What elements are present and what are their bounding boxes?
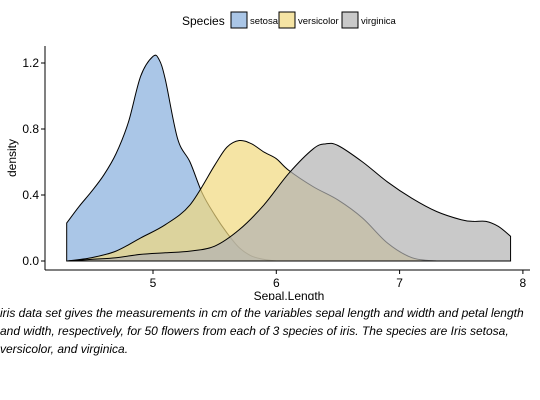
density-area-virginica	[66, 142, 512, 262]
x-tick-label: 8	[520, 276, 527, 290]
y-tick-label: 0.4	[22, 188, 39, 202]
y-axis-label: density	[5, 139, 19, 177]
legend-key-virginica	[341, 11, 359, 29]
legend-key-versicolor	[278, 11, 296, 29]
y-axis-ticks: 0.0 0.4 0.8 1.2	[22, 56, 45, 268]
caption-line: versicolor, and virginica.	[0, 342, 129, 356]
x-tick-label: 7	[396, 276, 403, 290]
x-tick-label: 5	[150, 276, 157, 290]
y-tick-label: 1.2	[22, 56, 39, 70]
legend-key-setosa	[230, 11, 248, 29]
caption-line: and width, respectively, for 50 flowers …	[0, 324, 509, 338]
x-tick-label: 6	[273, 276, 280, 290]
figure-caption: iris data set gives the measurements in …	[0, 304, 540, 358]
caption-line: iris data set gives the measurements in …	[0, 306, 524, 320]
legend-title: Species	[182, 14, 225, 28]
legend-label-setosa: setosa	[250, 16, 279, 27]
density-chart: Species setosa versicolor virginica 5 6 7 8 0…	[5, 11, 530, 300]
legend: Species setosa versicolor virginica	[182, 11, 397, 29]
legend-label-versicolor: versicolor	[298, 16, 339, 27]
legend-label-virginica: virginica	[361, 16, 397, 27]
y-tick-label: 0.8	[22, 122, 39, 136]
x-axis-label: Sepal.Length	[254, 289, 325, 300]
y-tick-label: 0.0	[22, 254, 39, 268]
density-areas	[66, 54, 512, 262]
x-axis-ticks: 5 6 7 8	[150, 270, 527, 290]
